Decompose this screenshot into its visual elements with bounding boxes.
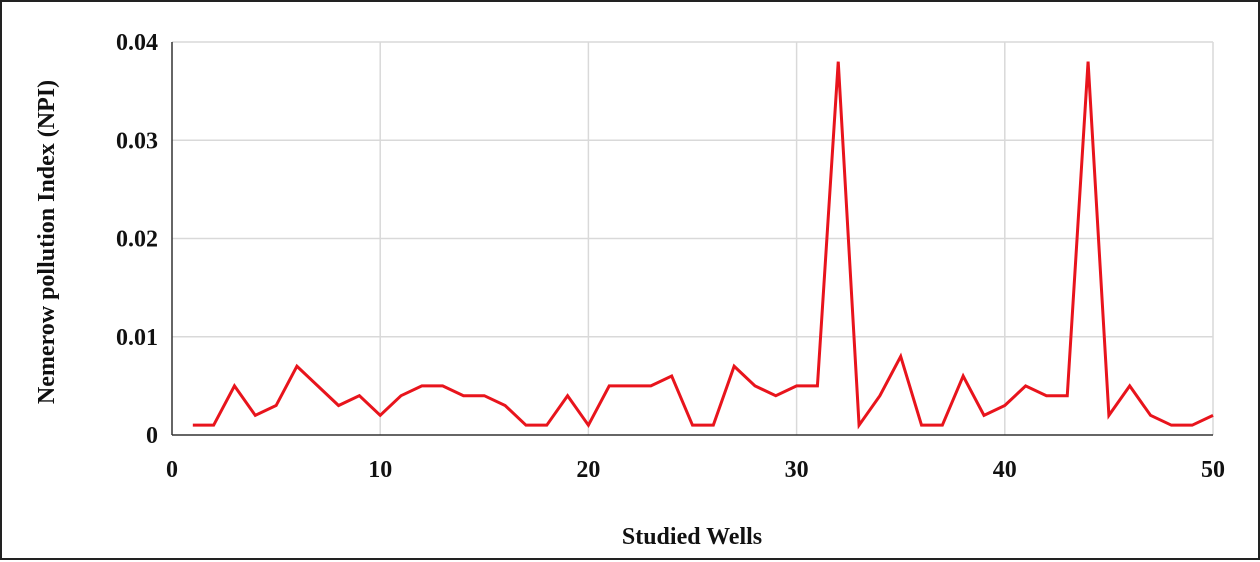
series-layer — [192, 61, 1214, 430]
series-line — [192, 61, 1214, 430]
tick-labels: 0 0.01 0.02 0.03 0.04 0 10 20 30 40 50 — [116, 30, 1225, 483]
y-axis-title: Nemerow pollution Index (NPI) — [34, 80, 60, 404]
x-tick-label: 0 — [166, 457, 178, 483]
x-tick-label: 30 — [785, 457, 809, 483]
x-tick-label: 20 — [576, 457, 600, 483]
y-tick-label: 0.02 — [116, 227, 158, 253]
x-tick-label: 50 — [1201, 457, 1225, 483]
x-tick-label: 40 — [993, 457, 1017, 483]
x-tick-label: 10 — [368, 457, 392, 483]
x-axis-title: Studied Wells — [622, 524, 762, 550]
axes — [171, 42, 1213, 436]
y-tick-label: 0.03 — [116, 128, 158, 154]
y-tick-label: 0 — [146, 423, 158, 449]
y-tick-label: 0.01 — [116, 325, 158, 351]
grid-lines — [172, 41, 1214, 435]
y-tick-label: 0.04 — [116, 30, 158, 56]
